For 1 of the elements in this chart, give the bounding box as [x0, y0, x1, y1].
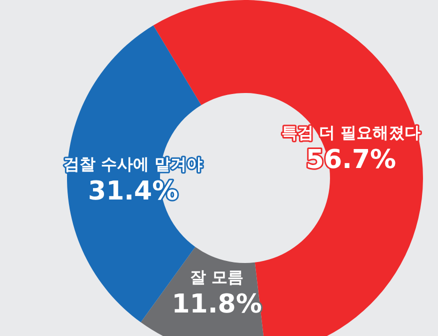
slice-label: 잘 모름: [190, 267, 244, 286]
